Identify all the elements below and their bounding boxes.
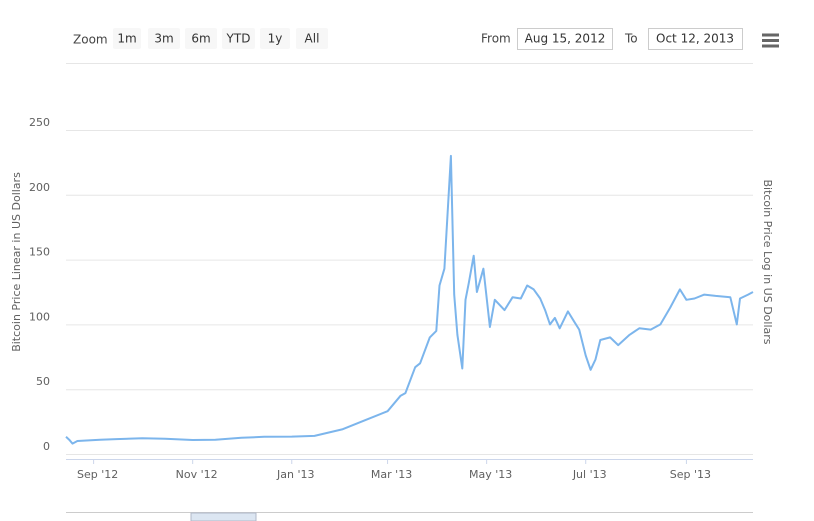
y-axis-title: Bitcoin Price Linear in US Dollars: [10, 172, 23, 352]
button-label[interactable]: 3m: [154, 32, 173, 46]
range-button[interactable]: 6m: [185, 28, 217, 49]
from-input[interactable]: Aug 15, 2012: [517, 28, 613, 50]
x-tick-label: May '13: [469, 468, 512, 481]
y-tick-label: 0: [43, 440, 50, 453]
button-bg[interactable]: [113, 28, 141, 49]
y-tick-label: 250: [29, 116, 50, 129]
button-label[interactable]: 1y: [268, 32, 283, 46]
button-bg[interactable]: [260, 28, 290, 49]
zoom-label: Zoom: [73, 33, 108, 47]
x-tick-label: Nov '12: [176, 468, 218, 481]
x-tick-label: Mar '13: [371, 468, 412, 481]
button-label[interactable]: YTD: [226, 32, 251, 46]
button-label[interactable]: All: [305, 32, 320, 46]
button-label[interactable]: 1m: [117, 32, 136, 46]
y-tick-label: 200: [29, 181, 50, 194]
input-box[interactable]: [517, 28, 613, 50]
y2-axis-title: Bitcoin Price Log in US Dollars: [761, 179, 774, 344]
menu-button[interactable]: [762, 33, 779, 48]
y-tick-label: 100: [29, 310, 50, 323]
from-label: From: [481, 32, 511, 46]
y-tick-label: 50: [36, 375, 50, 388]
button-bg[interactable]: [222, 28, 255, 49]
range-button[interactable]: 1m: [113, 28, 141, 49]
button-bg[interactable]: [296, 28, 328, 49]
range-button[interactable]: 1y: [260, 28, 290, 49]
navigator-handle[interactable]: [190, 512, 257, 521]
button-label[interactable]: 6m: [191, 32, 210, 46]
from-date[interactable]: Aug 15, 2012: [525, 32, 606, 46]
range-button[interactable]: 3m: [148, 28, 180, 49]
x-tick-label: Jul '13: [572, 468, 607, 481]
x-tick-label: Sep '13: [670, 468, 711, 481]
price-line: [65, 154, 754, 445]
to-date[interactable]: Oct 12, 2013: [656, 32, 734, 46]
x-tick-label: Jan '13: [276, 468, 314, 481]
range-button[interactable]: YTD: [222, 28, 255, 49]
range-button[interactable]: All: [296, 28, 328, 49]
x-tick-label: Sep '12: [77, 468, 118, 481]
button-bg[interactable]: [148, 28, 180, 49]
to-input[interactable]: Oct 12, 2013: [648, 28, 743, 50]
button-bg[interactable]: [185, 28, 217, 49]
input-box[interactable]: [648, 28, 743, 50]
y-tick-label: 150: [29, 246, 50, 259]
to-label: To: [624, 32, 638, 46]
